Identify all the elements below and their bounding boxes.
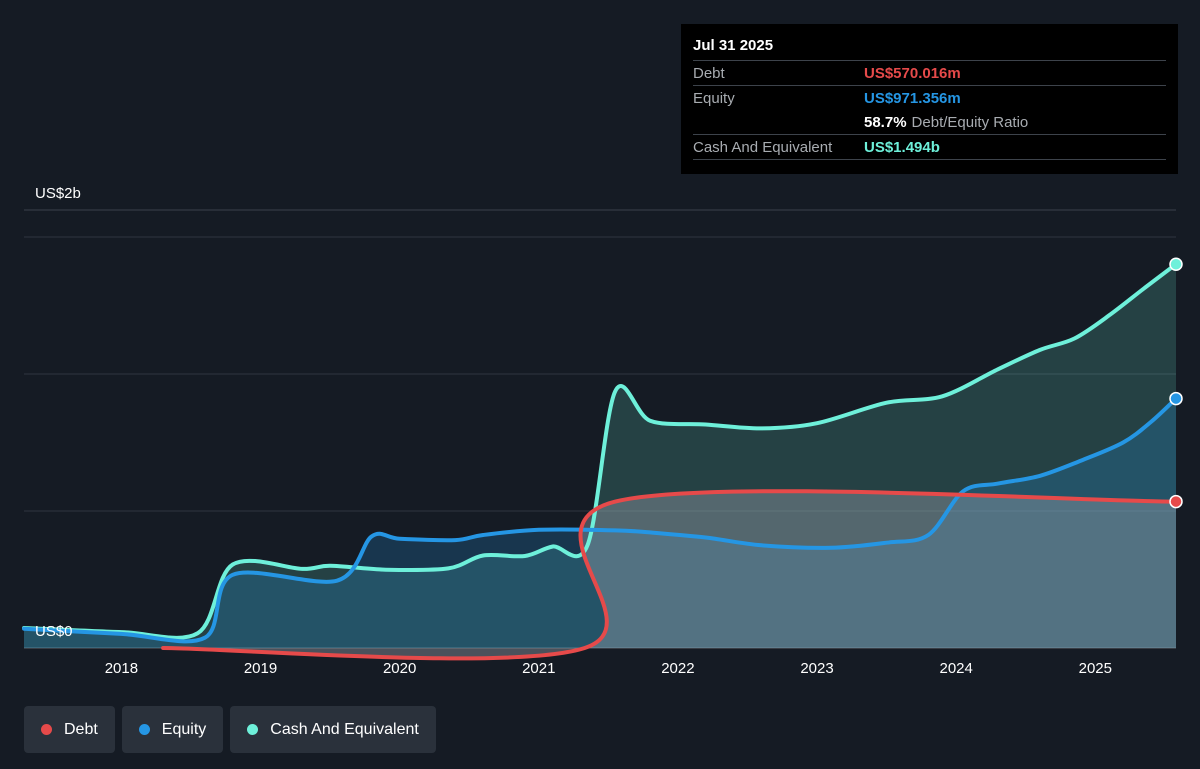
tooltip-cash-row: Cash And Equivalent US$1.494b <box>693 134 1166 160</box>
series-lines <box>22 262 1178 661</box>
cash-end-marker <box>1169 257 1183 271</box>
debt-end-marker <box>1169 494 1183 509</box>
x-tick-2021: 2021 <box>522 660 555 677</box>
data-tooltip: Jul 31 2025 Debt US$570.016m Equity US$9… <box>681 24 1178 174</box>
equity-area <box>24 398 1176 648</box>
equity-end-marker <box>1169 391 1183 406</box>
legend-item-equity[interactable]: Equity <box>121 706 224 753</box>
equity-line <box>22 396 1178 644</box>
x-tick-2022: 2022 <box>661 660 694 677</box>
legend-dot-cash-icon <box>247 724 259 735</box>
x-tick-2023: 2023 <box>800 660 833 677</box>
legend-item-debt[interactable]: Debt <box>24 706 115 753</box>
series-end-markers <box>1169 257 1183 509</box>
legend-item-cash[interactable]: Cash And Equivalent <box>230 706 436 753</box>
y-label-zero: US$0 <box>35 623 73 640</box>
y-label-top: US$2b <box>35 185 81 202</box>
x-tick-2019: 2019 <box>244 660 277 677</box>
debt-line <box>161 489 1178 661</box>
debt-area <box>163 491 1177 659</box>
chart-legend: Debt Equity Cash And Equivalent <box>24 706 436 753</box>
tooltip-ratio-label: Debt/Equity Ratio <box>911 113 1029 131</box>
x-axis-ticks: 2018 2019 2020 2021 2022 2023 2024 2025 <box>105 660 1112 677</box>
legend-label-equity: Equity <box>161 720 207 738</box>
tooltip-debt-row: Debt US$570.016m <box>693 60 1166 85</box>
x-tick-2025: 2025 <box>1079 660 1112 677</box>
tooltip-cash-value: US$1.494b <box>864 138 940 156</box>
legend-dot-debt-icon <box>41 724 52 735</box>
x-tick-2020: 2020 <box>383 660 416 677</box>
tooltip-debt-label: Debt <box>693 64 725 82</box>
tooltip-date: Jul 31 2025 <box>693 37 774 54</box>
legend-label-debt: Debt <box>64 720 98 738</box>
tooltip-ratio-row: 58.7% Debt/Equity Ratio <box>693 110 1166 134</box>
tooltip-equity-label: Equity <box>693 89 735 107</box>
tooltip-debt-value: US$570.016m <box>864 64 961 82</box>
x-tick-2018: 2018 <box>105 660 138 677</box>
series-areas <box>24 264 1177 659</box>
cash-area <box>24 264 1176 648</box>
cash-line <box>22 262 1178 640</box>
legend-label-cash: Cash And Equivalent <box>270 720 419 738</box>
tooltip-ratio-value: 58.7% <box>864 113 907 131</box>
legend-dot-equity-icon <box>138 724 150 735</box>
tooltip-cash-label: Cash And Equivalent <box>693 138 833 156</box>
tooltip-equity-row: Equity US$971.356m <box>693 85 1166 110</box>
x-tick-2024: 2024 <box>939 660 972 677</box>
tooltip-equity-value: US$971.356m <box>864 89 961 107</box>
